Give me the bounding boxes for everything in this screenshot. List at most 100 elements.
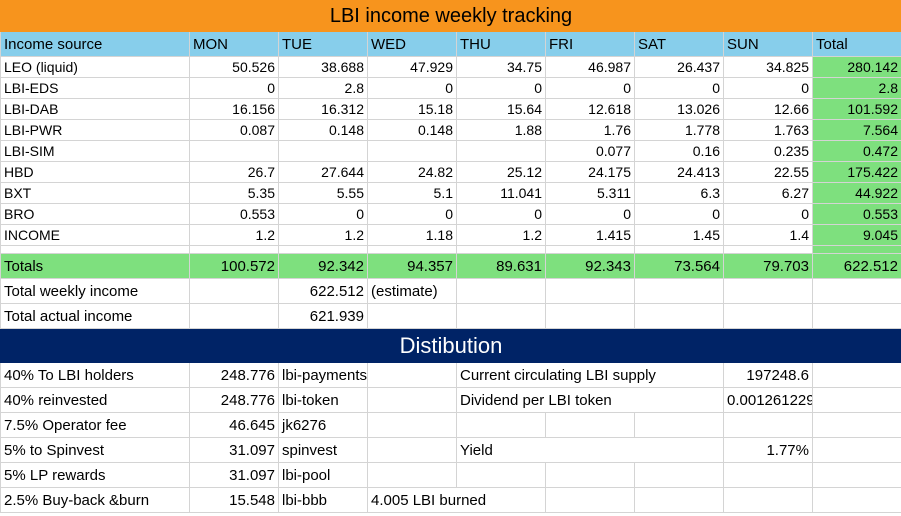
day-cell[interactable]: 26.7 [189,161,279,183]
day-cell[interactable]: 0.148 [278,119,368,141]
day-cell[interactable] [456,140,546,162]
day-cell[interactable]: 1.415 [545,224,635,246]
dist-value[interactable]: 15.548 [189,487,279,513]
dist-account[interactable]: jk6276 [278,412,368,438]
day-cell[interactable]: 16.312 [278,98,368,120]
day-cell[interactable]: 1.45 [634,224,724,246]
header-cell[interactable]: WED [367,31,457,57]
yield-value[interactable]: 1.77% [723,437,813,463]
source-cell[interactable]: HBD [0,161,190,183]
dist-value[interactable]: 31.097 [189,437,279,463]
weekly-income-value[interactable]: 622.512 [278,278,368,304]
day-cell[interactable]: 0 [545,77,635,99]
source-cell[interactable]: LEO (liquid) [0,56,190,78]
day-cell[interactable]: 0 [456,203,546,225]
source-cell[interactable]: LBI-DAB [0,98,190,120]
day-cell[interactable]: 0.087 [189,119,279,141]
day-cell[interactable]: 5.55 [278,182,368,204]
supply-label[interactable]: Current circulating LBI supply [456,362,724,388]
dist-account[interactable]: lbi-pool [278,462,368,488]
day-cell[interactable]: 1.2 [189,224,279,246]
dist-label[interactable]: 7.5% Operator fee [0,412,190,438]
totals-cell[interactable]: 79.703 [723,253,813,279]
day-cell[interactable]: 50.526 [189,56,279,78]
row-total-cell[interactable]: 0.472 [812,140,901,162]
day-cell[interactable]: 46.987 [545,56,635,78]
burned-note[interactable]: 4.005 LBI burned [367,487,546,513]
day-cell[interactable]: 12.618 [545,98,635,120]
row-total-cell[interactable]: 280.142 [812,56,901,78]
day-cell[interactable]: 6.3 [634,182,724,204]
day-cell[interactable]: 16.156 [189,98,279,120]
day-cell[interactable]: 0 [278,203,368,225]
day-cell[interactable]: 0.553 [189,203,279,225]
day-cell[interactable]: 0.235 [723,140,813,162]
weekly-income-label[interactable]: Total weekly income [0,278,190,304]
weekly-income-note[interactable]: (estimate) [367,278,457,304]
supply-value[interactable]: 197248.6 [723,362,813,388]
dist-value[interactable]: 46.645 [189,412,279,438]
day-cell[interactable]: 0 [634,203,724,225]
day-cell[interactable]: 1.18 [367,224,457,246]
day-cell[interactable]: 0 [545,203,635,225]
day-cell[interactable]: 25.12 [456,161,546,183]
dist-value[interactable]: 31.097 [189,462,279,488]
row-total-cell[interactable]: 9.045 [812,224,901,246]
day-cell[interactable]: 0 [189,77,279,99]
row-total-cell[interactable]: 101.592 [812,98,901,120]
row-total-cell[interactable]: 44.922 [812,182,901,204]
dist-account[interactable]: spinvest [278,437,368,463]
day-cell[interactable] [367,140,457,162]
dist-account[interactable]: lbi-bbb [278,487,368,513]
dist-account[interactable]: lbi-token [278,387,368,413]
header-cell[interactable]: SUN [723,31,813,57]
day-cell[interactable]: 34.75 [456,56,546,78]
dist-label[interactable]: 2.5% Buy-back &burn [0,487,190,513]
day-cell[interactable]: 1.88 [456,119,546,141]
day-cell[interactable]: 27.644 [278,161,368,183]
dist-label[interactable]: 40% reinvested [0,387,190,413]
day-cell[interactable]: 38.688 [278,56,368,78]
day-cell[interactable]: 0 [634,77,724,99]
header-cell[interactable]: THU [456,31,546,57]
actual-income-label[interactable]: Total actual income [0,303,190,329]
dist-value[interactable]: 248.776 [189,387,279,413]
day-cell[interactable] [278,140,368,162]
day-cell[interactable]: 15.64 [456,98,546,120]
totals-cell[interactable]: 94.357 [367,253,457,279]
day-cell[interactable] [189,140,279,162]
dist-value[interactable]: 248.776 [189,362,279,388]
day-cell[interactable]: 0.077 [545,140,635,162]
source-cell[interactable]: LBI-PWR [0,119,190,141]
day-cell[interactable]: 0.148 [367,119,457,141]
totals-cell[interactable]: 73.564 [634,253,724,279]
totals-cell[interactable]: 92.342 [278,253,368,279]
header-cell[interactable]: TUE [278,31,368,57]
day-cell[interactable]: 0 [456,77,546,99]
day-cell[interactable]: 24.82 [367,161,457,183]
header-cell[interactable]: Total [812,31,901,57]
dist-label[interactable]: 5% to Spinvest [0,437,190,463]
day-cell[interactable]: 26.437 [634,56,724,78]
totals-cell[interactable]: 92.343 [545,253,635,279]
row-total-cell[interactable]: 2.8 [812,77,901,99]
grand-total-cell[interactable]: 622.512 [812,253,901,279]
header-cell[interactable]: MON [189,31,279,57]
row-total-cell[interactable]: 0.553 [812,203,901,225]
day-cell[interactable]: 15.18 [367,98,457,120]
day-cell[interactable]: 24.175 [545,161,635,183]
source-cell[interactable]: BXT [0,182,190,204]
day-cell[interactable]: 0 [723,203,813,225]
day-cell[interactable]: 5.1 [367,182,457,204]
day-cell[interactable]: 1.763 [723,119,813,141]
day-cell[interactable]: 5.35 [189,182,279,204]
day-cell[interactable]: 0 [723,77,813,99]
header-cell[interactable]: FRI [545,31,635,57]
day-cell[interactable]: 13.026 [634,98,724,120]
dist-label[interactable]: 5% LP rewards [0,462,190,488]
header-cell[interactable]: SAT [634,31,724,57]
day-cell[interactable]: 1.2 [456,224,546,246]
totals-label[interactable]: Totals [0,253,190,279]
day-cell[interactable]: 0 [367,203,457,225]
totals-cell[interactable]: 89.631 [456,253,546,279]
